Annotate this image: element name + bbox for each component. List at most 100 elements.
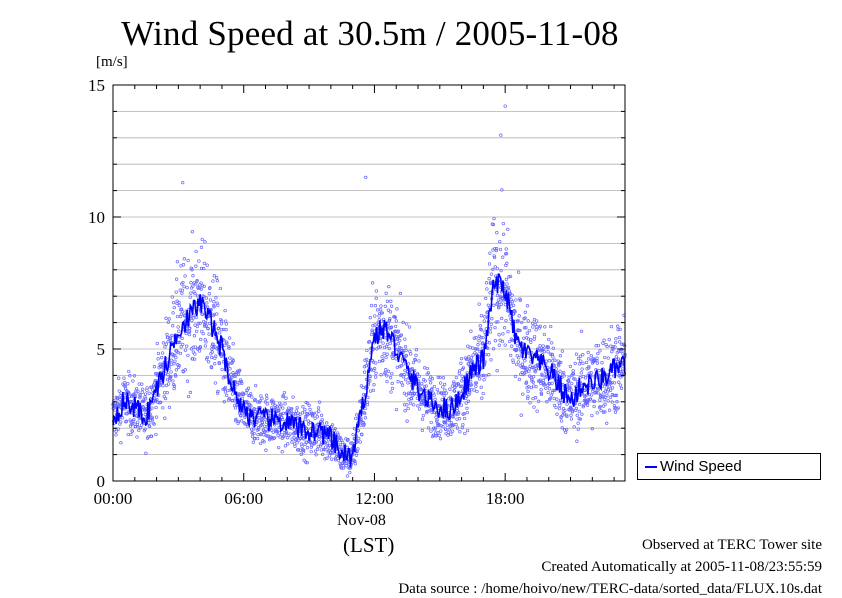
scatter-point xyxy=(309,440,313,444)
scatter-point xyxy=(394,324,398,329)
scatter-point xyxy=(535,409,539,413)
scatter-point xyxy=(384,355,388,360)
scatter-point xyxy=(169,358,174,362)
scatter-point xyxy=(596,351,600,356)
scatter-point xyxy=(256,427,261,432)
scatter-point xyxy=(474,381,479,385)
scatter-point xyxy=(604,386,608,390)
scatter-point xyxy=(363,411,367,416)
scatter-point xyxy=(488,330,492,334)
scatter-point xyxy=(589,371,593,375)
scatter-point xyxy=(491,347,496,351)
scatter-point xyxy=(231,342,235,346)
scatter-point xyxy=(369,303,374,308)
scatter-point xyxy=(249,392,253,396)
scatter-point xyxy=(308,420,312,425)
scatter-point xyxy=(393,315,397,319)
scatter-point xyxy=(227,344,231,349)
scatter-point xyxy=(524,326,528,330)
scatter-point xyxy=(311,413,315,417)
scatter-point xyxy=(293,412,298,416)
scatter-point xyxy=(487,373,491,377)
scatter-point xyxy=(204,324,208,328)
scatter-point xyxy=(528,401,532,405)
scatter-point xyxy=(291,395,295,399)
scatter-point xyxy=(575,439,579,443)
scatter-point xyxy=(581,361,585,366)
scatter-point xyxy=(236,380,240,385)
scatter-point xyxy=(557,406,562,411)
scatter-point xyxy=(380,311,384,315)
scatter-point xyxy=(569,417,574,421)
scatter-point xyxy=(525,304,530,308)
scatter-point xyxy=(217,331,222,335)
scatter-point xyxy=(460,374,464,378)
scatter-point xyxy=(215,391,220,395)
scatter-point xyxy=(516,318,520,323)
scatter-point xyxy=(271,430,275,434)
scatter-point xyxy=(156,357,160,361)
scatter-point xyxy=(389,299,393,303)
scatter-point xyxy=(152,422,156,426)
scatter-point xyxy=(487,353,491,357)
scatter-point xyxy=(141,399,146,403)
scatter-point xyxy=(209,365,214,370)
scatter-point xyxy=(531,365,536,369)
scatter-point xyxy=(279,412,283,417)
scatter-point xyxy=(605,344,609,349)
scatter-point xyxy=(390,371,394,376)
scatter-point xyxy=(390,386,395,391)
scatter-point xyxy=(526,337,531,341)
scatter-point xyxy=(551,346,555,350)
scatter-point xyxy=(498,239,502,244)
scatter-point xyxy=(206,327,210,331)
scatter-point xyxy=(444,427,448,431)
scatter-point xyxy=(476,343,480,347)
scatter-point xyxy=(212,300,216,304)
scatter-point xyxy=(443,382,447,387)
scatter-point xyxy=(552,364,556,368)
scatter-point xyxy=(243,415,247,419)
scatter-point xyxy=(170,295,174,299)
scatter-point xyxy=(230,376,234,380)
scatter-point xyxy=(538,344,542,348)
scatter-point xyxy=(250,427,254,432)
scatter-point xyxy=(189,281,193,285)
scatter-point xyxy=(600,361,604,365)
scatter-point xyxy=(573,377,577,381)
scatter-point xyxy=(544,359,549,363)
scatter-point xyxy=(421,413,425,418)
scatter-point xyxy=(186,394,191,399)
scatter-point xyxy=(286,409,291,413)
scatter-point xyxy=(551,388,555,393)
scatter-point xyxy=(584,360,589,365)
scatter-point xyxy=(124,420,128,424)
scatter-point xyxy=(390,381,394,386)
scatter-point xyxy=(610,393,615,397)
scatter-point xyxy=(171,324,175,328)
scatter-point xyxy=(469,329,473,333)
scatter-point xyxy=(413,357,417,362)
scatter-point xyxy=(218,286,223,291)
scatter-point xyxy=(425,366,430,371)
scatter-point xyxy=(194,282,198,286)
scatter-point xyxy=(295,406,299,410)
scatter-point xyxy=(429,375,433,379)
scatter-point xyxy=(619,386,624,390)
scatter-point xyxy=(171,379,175,383)
scatter-point xyxy=(169,370,173,374)
scatter-point xyxy=(129,432,133,437)
scatter-point xyxy=(407,325,412,329)
scatter-point xyxy=(259,424,263,428)
scatter-point xyxy=(477,339,481,343)
scatter-point xyxy=(251,440,255,444)
scatter-point xyxy=(320,417,324,422)
scatter-point xyxy=(284,396,288,400)
scatter-point xyxy=(460,384,464,388)
scatter-point xyxy=(603,410,607,414)
scatter-point xyxy=(598,398,602,402)
scatter-point xyxy=(375,308,380,312)
scatter-point xyxy=(147,421,151,425)
scatter-point xyxy=(136,389,140,393)
scatter-point xyxy=(205,263,209,267)
